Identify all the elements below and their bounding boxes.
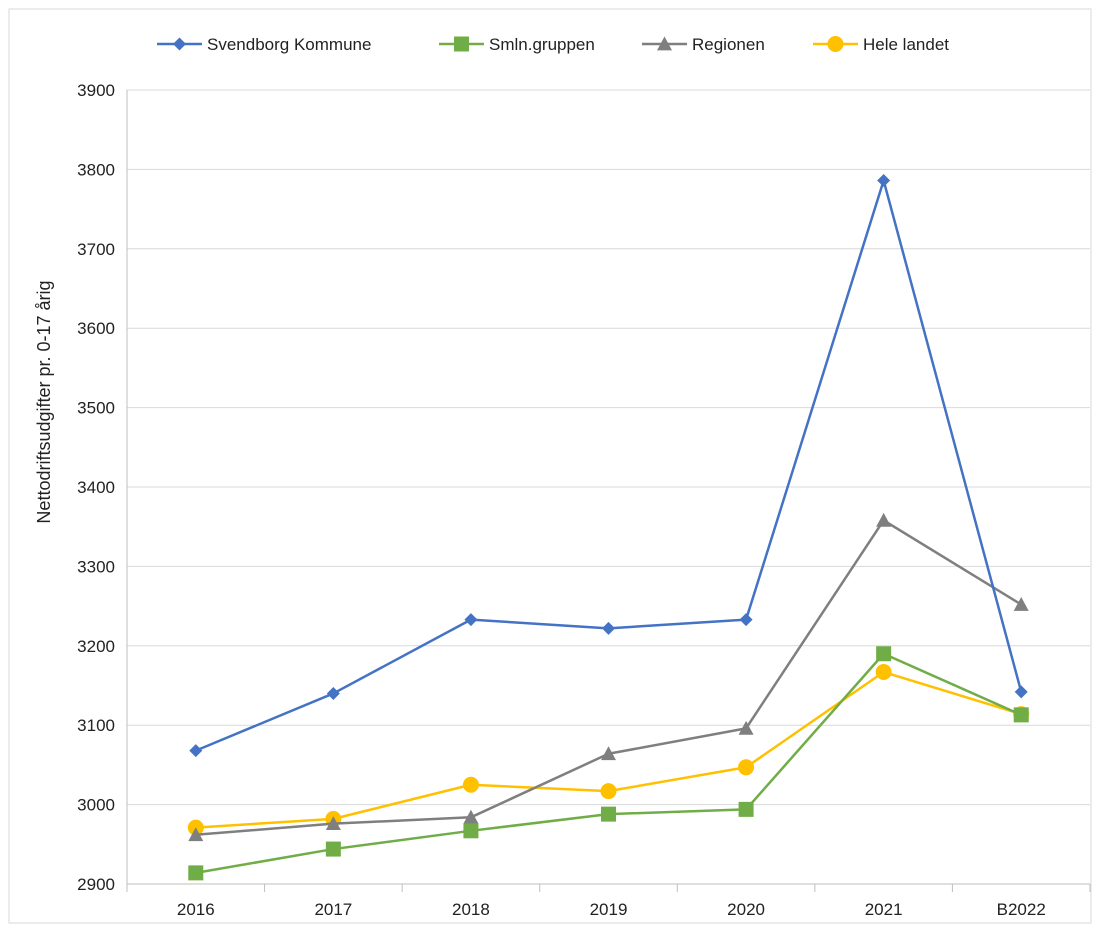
- grid-lines: [127, 89, 1090, 806]
- data-point: [738, 720, 754, 735]
- data-point: [462, 776, 479, 793]
- x-tick-label: 2020: [727, 900, 765, 919]
- x-tick-label: 2021: [865, 900, 903, 919]
- data-point: [326, 686, 340, 700]
- legend-item-regionen: Regionen: [642, 35, 765, 54]
- data-point: [463, 809, 479, 824]
- data-point: [876, 512, 892, 527]
- data-point: [601, 806, 616, 822]
- y-tick-label: 3800: [77, 160, 115, 179]
- y-tick-label: 3500: [77, 399, 115, 418]
- data-point: [738, 759, 755, 776]
- x-tick-label: 2019: [590, 900, 628, 919]
- x-tick-label: 2017: [314, 900, 352, 919]
- data-point: [188, 865, 204, 881]
- data-point: [875, 664, 892, 681]
- x-tick-label: B2022: [997, 900, 1046, 919]
- data-point: [1014, 685, 1028, 699]
- data-point: [1013, 707, 1029, 723]
- legend: Svendborg Kommune Smln.gruppen Regionen Hel…: [157, 35, 949, 54]
- legend-label: Regionen: [692, 35, 765, 54]
- data-point: [877, 174, 891, 188]
- legend-item-svendborg-kommune: Svendborg Kommune: [157, 35, 371, 54]
- series-smln-gruppen: [188, 646, 1029, 881]
- y-tick-label: 3900: [77, 81, 115, 100]
- data-point: [1013, 597, 1029, 611]
- legend-marker: [454, 36, 469, 52]
- data-point: [876, 646, 892, 662]
- y-tick-label: 3100: [77, 716, 115, 735]
- chart-border: [8, 8, 1092, 924]
- data-point: [738, 801, 754, 817]
- legend-item-smln-gruppen: Smln.gruppen: [439, 35, 595, 54]
- data-point: [464, 613, 478, 627]
- series-svendborg-kommune: [189, 174, 1028, 758]
- y-axis-title: Nettodriftsudgifter pr. 0-17 årig: [34, 280, 54, 523]
- data-point: [602, 621, 615, 635]
- series-regionen: [188, 512, 1029, 842]
- y-tick-labels: 2900 3000 3100 3200 3300 3400 3500 3600 3700 3800…: [77, 81, 115, 894]
- y-tick-label: 3600: [77, 319, 115, 338]
- legend-item-hele-landet: Hele landet: [813, 35, 949, 54]
- legend-marker: [657, 36, 672, 51]
- legend-marker: [827, 36, 844, 52]
- legend-marker: [173, 37, 186, 51]
- legend-label: Smln.gruppen: [489, 35, 595, 54]
- x-tick-labels: 2016 2017 2018 2019 2020 2021 B2022: [177, 900, 1046, 919]
- y-tick-label: 3200: [77, 637, 115, 656]
- data-point: [189, 744, 203, 758]
- data-point: [325, 841, 341, 857]
- data-point: [739, 613, 753, 627]
- data-point: [600, 783, 617, 800]
- data-point: [188, 827, 204, 842]
- data-point: [463, 823, 479, 839]
- data-point: [325, 816, 341, 831]
- legend-label: Svendborg Kommune: [207, 35, 371, 54]
- y-tick-label: 3400: [77, 478, 115, 497]
- y-tick-label: 3700: [77, 240, 115, 259]
- axes: [126, 90, 1091, 892]
- y-tick-label: 3300: [77, 557, 115, 576]
- x-tick-label: 2018: [452, 900, 490, 919]
- y-tick-label: 2900: [77, 875, 115, 894]
- x-tick-label: 2016: [177, 900, 215, 919]
- data-point: [601, 746, 616, 761]
- series-group: [187, 174, 1030, 881]
- y-tick-label: 3000: [77, 796, 115, 815]
- legend-label: Hele landet: [863, 35, 949, 54]
